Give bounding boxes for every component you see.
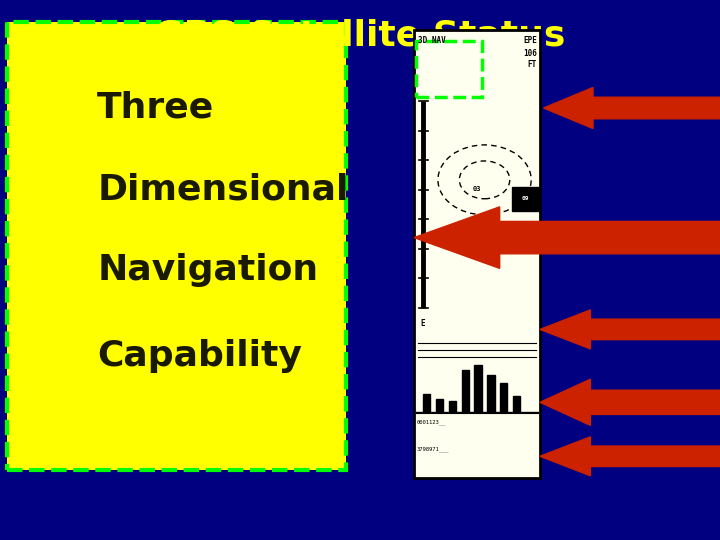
Text: Three: Three	[97, 91, 215, 125]
Text: 03: 03	[473, 186, 482, 192]
Text: 3D NAV: 3D NAV	[418, 36, 446, 45]
Bar	[436, 399, 443, 411]
Bar	[513, 396, 521, 411]
Text: Capability: Capability	[97, 340, 302, 373]
Text: 106: 106	[523, 49, 537, 58]
Bar	[423, 394, 430, 411]
Text: Dimensional: Dimensional	[97, 172, 348, 206]
Text: EPE: EPE	[523, 36, 537, 45]
Bar	[414, 30, 540, 478]
Text: E: E	[420, 319, 425, 328]
Text: 09: 09	[522, 196, 529, 201]
Text: Navigation: Navigation	[97, 253, 318, 287]
FancyArrow shape	[540, 437, 720, 476]
Bar	[449, 401, 456, 411]
FancyArrow shape	[544, 87, 720, 129]
Text: FT: FT	[528, 60, 537, 70]
FancyArrow shape	[540, 379, 720, 426]
Bar	[487, 375, 495, 411]
Bar	[416, 40, 482, 97]
Bar	[462, 370, 469, 411]
FancyArrow shape	[414, 207, 720, 268]
Text: 0001123__: 0001123__	[417, 420, 446, 425]
Bar	[7, 22, 346, 470]
Text: 3798971___: 3798971___	[417, 447, 449, 452]
Bar	[500, 383, 508, 411]
FancyArrow shape	[540, 310, 720, 349]
Bar	[474, 365, 482, 411]
Text: GPS Satellite Status: GPS Satellite Status	[154, 18, 566, 52]
